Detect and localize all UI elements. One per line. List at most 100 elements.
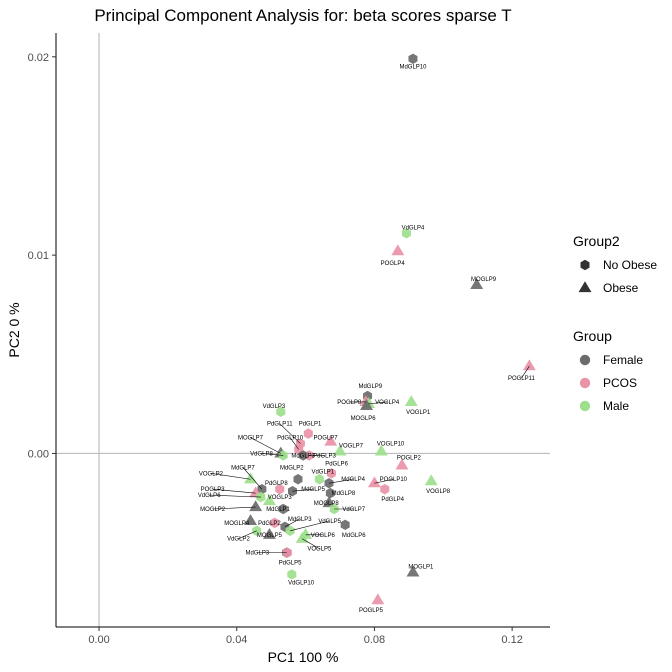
point-label: MOGLP5 <box>257 533 283 539</box>
point-label: VdGLP7 <box>342 507 365 513</box>
point-label: MdGLP1 <box>266 507 290 513</box>
data-point <box>275 483 285 495</box>
data-point <box>371 593 385 605</box>
data-point <box>293 474 303 485</box>
legend-key-color <box>579 377 591 389</box>
point-label: PdGLP3 <box>313 453 336 459</box>
legend-title: Group2 <box>573 233 620 249</box>
point-label: MdGLP5 <box>301 487 325 493</box>
point-label: POGLP3 <box>201 487 226 493</box>
point-label: PdGLP6 <box>325 461 348 467</box>
data-point <box>298 450 308 461</box>
point-label: VdGLP1 <box>311 469 334 475</box>
point-label: MdGLP3 <box>288 517 312 523</box>
point-leader-line <box>290 520 330 532</box>
point-label: MOGLP2 <box>200 507 226 513</box>
point-label: MdGLP3 <box>291 453 315 459</box>
data-point <box>244 472 257 484</box>
data-point <box>278 503 288 515</box>
point-label: POGLP5 <box>359 608 384 614</box>
point-label: VOGLP1 <box>406 410 431 416</box>
point-label: VdGLP10 <box>288 580 315 586</box>
x-tick-label: 0.04 <box>226 634 247 646</box>
point-label: MdGLP7 <box>231 465 255 471</box>
point-leader-line <box>301 538 320 549</box>
point-label: VdGLP2 <box>227 537 250 543</box>
data-point <box>262 494 276 506</box>
point-label: MOGLP8 <box>314 501 340 507</box>
data-point <box>395 458 409 470</box>
data-point <box>295 531 309 543</box>
data-point <box>408 53 418 64</box>
point-label: VdGLP4 <box>402 225 425 231</box>
point-label: MdGLP9 <box>358 384 382 390</box>
point-label: PdGLP5 <box>279 561 302 567</box>
point-leader-line <box>210 472 251 480</box>
legend-entry-label: PCOS <box>603 376 637 390</box>
point-label: MdGLP3 <box>246 551 270 557</box>
data-point <box>522 359 536 371</box>
point-leader-line <box>374 478 394 484</box>
data-point <box>333 444 347 456</box>
point-label: VdGLP6 <box>198 493 221 499</box>
point-leader-line <box>212 506 256 510</box>
data-point <box>249 500 263 512</box>
point-leader-line <box>368 401 388 405</box>
y-tick-label: 0.02 <box>28 52 49 64</box>
data-point <box>244 514 257 525</box>
y-tick-label: 0.00 <box>28 448 49 460</box>
x-axis-title: PC1 100 % <box>268 649 339 665</box>
legend-key-shape <box>578 281 592 293</box>
point-leader-line <box>212 488 256 494</box>
legend-entry-label: Female <box>603 353 643 367</box>
data-point <box>314 474 324 485</box>
point-leader-line <box>250 437 281 454</box>
point-label: MOGLP7 <box>238 436 264 442</box>
point-leader-line <box>284 518 300 528</box>
point-label: MOGLP4 <box>224 521 250 527</box>
data-point <box>401 228 411 239</box>
data-point <box>303 428 313 439</box>
point-leader-line <box>238 530 257 540</box>
x-tick-label: 0.12 <box>501 634 522 646</box>
data-point <box>367 476 381 488</box>
chart-title: Principal Component Analysis for: beta s… <box>94 6 511 25</box>
legend: Group2 No Obese Obese Group Female PCOS Male <box>573 233 657 413</box>
point-label: MdGLP8 <box>332 491 356 497</box>
data-point <box>324 434 338 446</box>
x-tick-label: 0.00 <box>88 634 109 646</box>
point-label: MOGLP1 <box>408 565 434 571</box>
legend-title: Group <box>573 328 612 344</box>
point-label: POGLP4 <box>381 261 406 267</box>
point-leader-line <box>209 494 261 498</box>
axis-ticks: 0.00 0.04 0.08 0.12 0.00 0.01 0.02 <box>28 52 523 646</box>
point-leader-line <box>521 366 530 379</box>
data-point <box>360 399 373 410</box>
data-point <box>424 474 438 486</box>
legend-key-color <box>579 354 591 366</box>
point-labels: MdGLP10 VdGLP4 POGLP4 MOGLP9 POGLP11 MdGLP9 PO… <box>198 65 536 614</box>
legend-entry-label: Male <box>603 399 629 413</box>
data-point <box>282 547 292 558</box>
point-label: PdGLP1 <box>299 422 322 428</box>
point-label: VdGLP3 <box>263 404 286 410</box>
point-label: POGLP2 <box>397 455 422 461</box>
point-label: POGLP11 <box>508 376 536 382</box>
point-label: MdGLP6 <box>342 533 366 539</box>
point-label: POGLP10 <box>380 477 408 483</box>
data-point <box>324 478 334 489</box>
data-point <box>406 565 420 577</box>
data-point <box>270 517 280 529</box>
point-label: PdGLP8 <box>265 481 288 487</box>
x-tick-label: 0.08 <box>364 634 385 646</box>
point-label: VdGLP5 <box>318 519 341 525</box>
data-point <box>374 444 388 456</box>
data-point <box>380 483 390 495</box>
point-label: PdGLP2 <box>258 521 281 527</box>
point-label: MdGLP10 <box>399 65 427 71</box>
data-point <box>340 519 350 531</box>
data-point <box>322 496 336 508</box>
legend-entry-label: Obese <box>603 281 639 295</box>
point-label: VOGLP10 <box>377 442 405 448</box>
